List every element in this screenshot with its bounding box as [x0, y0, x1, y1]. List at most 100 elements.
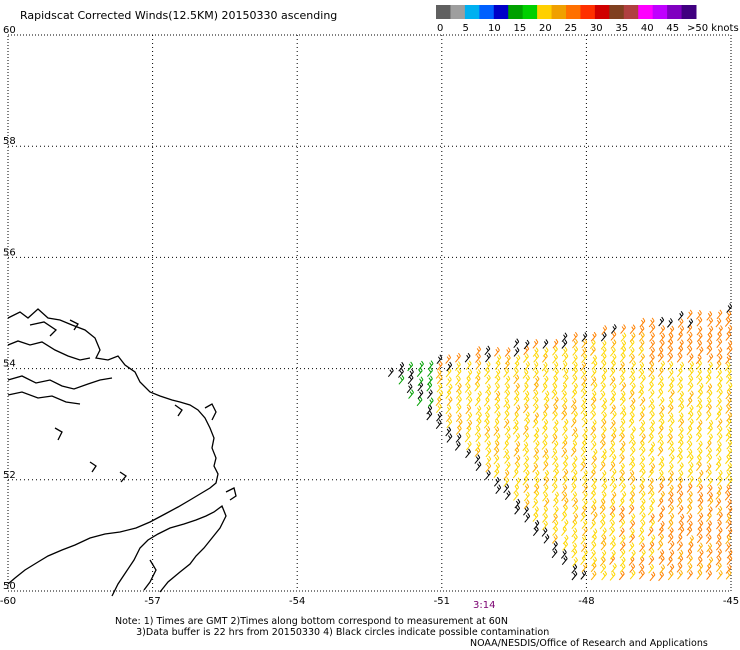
wind-barb [484, 361, 491, 371]
longitude-label: -60 [0, 596, 16, 607]
wind-barb [649, 354, 655, 364]
wind-barb [649, 404, 656, 414]
wind-barb [533, 426, 540, 437]
wind-barb [677, 318, 684, 328]
coastline-segment [89, 461, 97, 473]
wind-barb [599, 512, 606, 523]
wind-barb [532, 498, 538, 509]
wind-barb [639, 468, 646, 479]
wind-barb [493, 418, 500, 429]
wind-barb [570, 417, 577, 428]
wind-barb [542, 339, 549, 349]
wind-barb [610, 404, 616, 415]
wind-barb [667, 369, 674, 379]
wind-barb [638, 361, 645, 372]
legend-tick-label: 10 [488, 23, 501, 34]
wind-barb [639, 374, 646, 385]
wind-barb [657, 388, 664, 399]
wind-barb [552, 346, 558, 356]
wind-barb [610, 360, 616, 370]
wind-barb [696, 403, 703, 413]
wind-barb [725, 519, 732, 530]
wind-barb [715, 360, 722, 371]
wind-barb [532, 396, 539, 407]
wind-barb [638, 483, 645, 494]
wind-barb [716, 418, 723, 428]
wind-barb [571, 527, 578, 538]
wind-barb [659, 475, 665, 486]
wind-barb [697, 562, 704, 573]
wind-barb [571, 455, 578, 466]
wind-barb [629, 397, 636, 408]
wind-barb [445, 354, 452, 364]
wind-barb [716, 476, 723, 486]
wind-barb [572, 497, 578, 508]
wind-barb [551, 389, 558, 400]
wind-barb [658, 483, 664, 493]
wind-barb [619, 418, 626, 429]
wind-barb [600, 563, 607, 574]
wind-barb [629, 375, 636, 385]
wind-barb [610, 324, 617, 334]
wind-barb [466, 396, 473, 407]
wind-barb [485, 389, 492, 400]
legend-swatch [450, 5, 466, 19]
wind-barb [475, 405, 482, 415]
wind-barb [427, 397, 434, 407]
graticule [8, 35, 731, 591]
latitude-label: 56 [3, 247, 16, 258]
wind-barb [687, 555, 693, 565]
wind-barb [716, 484, 723, 495]
wind-barb [446, 361, 453, 372]
wind-barb [552, 419, 559, 429]
wind-barb [668, 389, 675, 399]
wind-barb [504, 433, 511, 443]
legend-swatch [551, 5, 567, 19]
wind-barb [466, 368, 473, 379]
wind-barb [494, 368, 501, 379]
wind-barb [647, 433, 654, 444]
wind-barb [504, 454, 511, 464]
legend-swatch [493, 5, 509, 19]
wind-barb [658, 381, 665, 392]
wind-barb [542, 491, 548, 502]
wind-barb [667, 352, 674, 363]
wind-barb [705, 527, 712, 537]
wind-barb [523, 491, 530, 502]
wind-barb [600, 374, 607, 385]
wind-barb [667, 484, 674, 495]
wind-barb [609, 376, 616, 386]
wind-barb [628, 412, 635, 422]
wind-barb [572, 331, 578, 342]
wind-barb [522, 369, 529, 379]
wind-barb [590, 346, 596, 356]
wind-barb [725, 397, 732, 407]
wind-barb [658, 571, 665, 582]
wind-barb [677, 505, 684, 515]
wind-barb [561, 410, 568, 421]
wind-barb [455, 382, 462, 393]
longitude-label: -48 [578, 596, 594, 607]
wind-barb [523, 455, 530, 466]
wind-barb [523, 447, 529, 457]
wind-barb [600, 353, 607, 363]
wind-barb [455, 412, 462, 423]
wind-barb [716, 338, 723, 349]
wind-barb [503, 483, 510, 494]
wind-barb [601, 411, 607, 422]
wind-barb [725, 498, 732, 509]
legend-swatch [638, 5, 654, 19]
wind-barb [619, 352, 626, 363]
wind-barb [630, 439, 636, 450]
wind-barb [658, 555, 665, 566]
wind-barb [551, 448, 558, 459]
wind-barb [560, 549, 567, 559]
wind-barb [609, 476, 616, 487]
wind-barb [639, 446, 646, 457]
wind-barb [418, 360, 424, 371]
wind-barb [639, 353, 645, 363]
wind-barb [686, 498, 693, 508]
wind-barb [638, 325, 645, 335]
wind-barb [696, 332, 703, 343]
wind-barb [696, 533, 703, 544]
